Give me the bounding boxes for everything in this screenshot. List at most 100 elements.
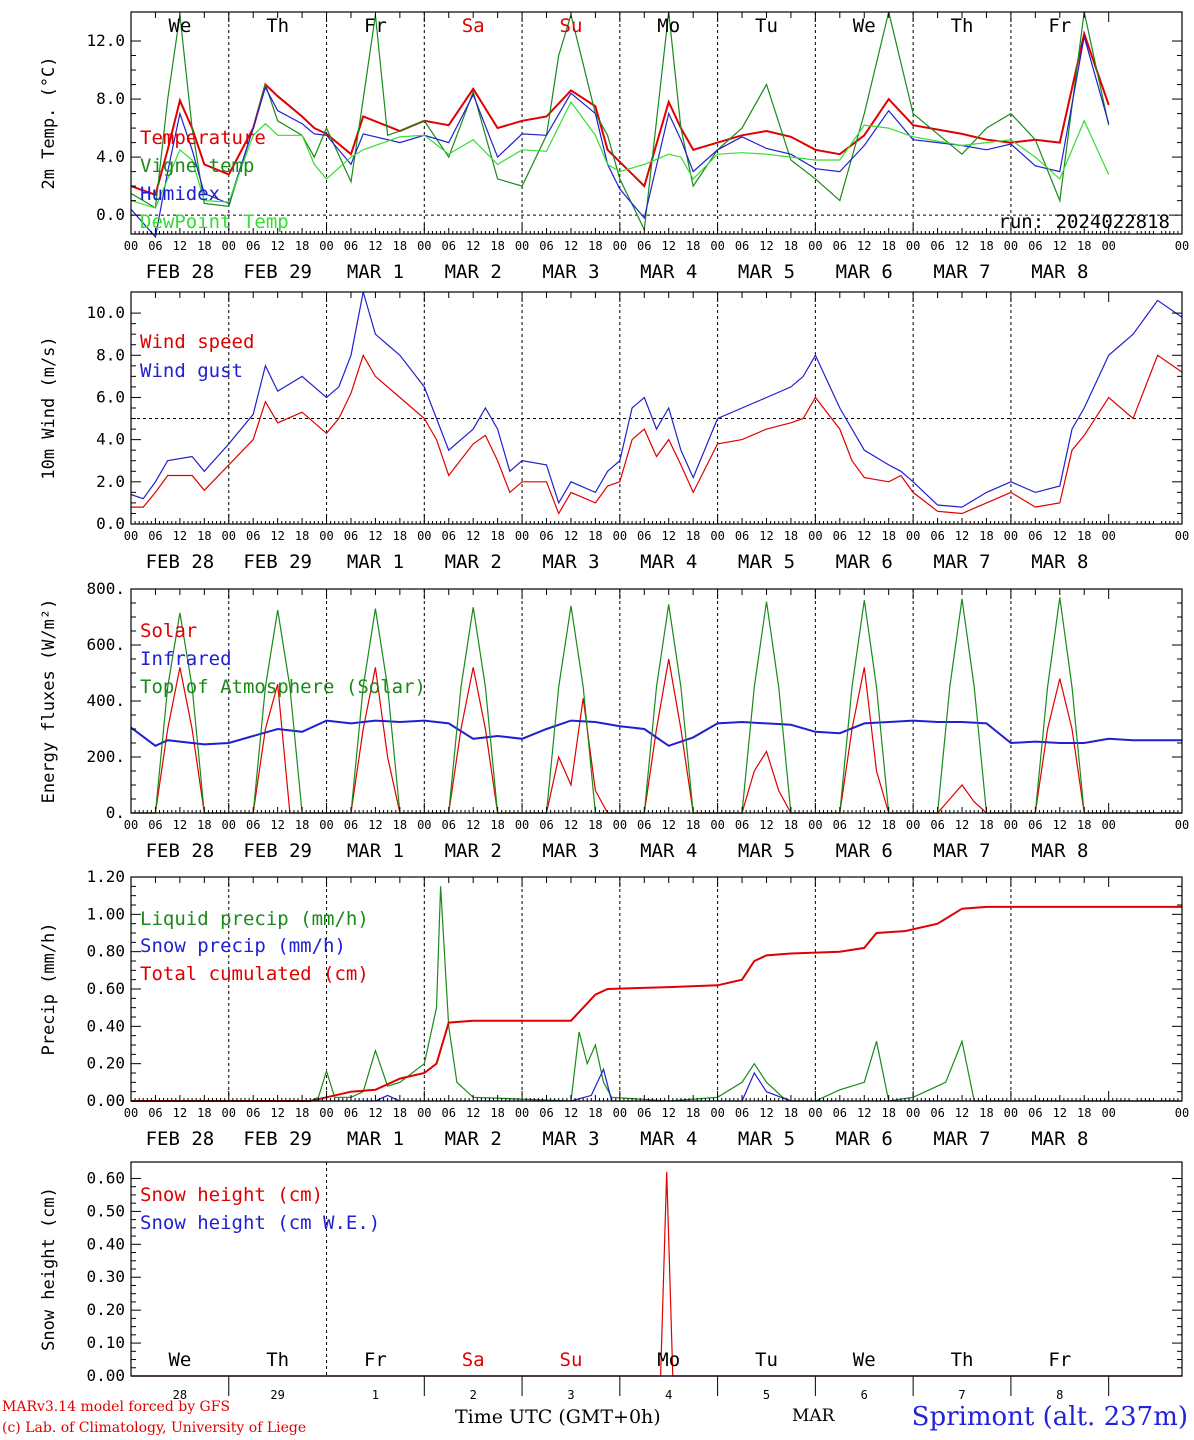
x-hour-label: 06 xyxy=(930,1106,944,1120)
x-hour-label: 18 xyxy=(1077,1106,1091,1120)
x-hour-label: 06 xyxy=(735,239,749,253)
x-hour-label: 00 xyxy=(417,1106,431,1120)
x-hour-label: 18 xyxy=(1077,818,1091,832)
x-hour-label: 12 xyxy=(466,239,480,253)
series-line-snow-precip-mm-h- xyxy=(131,1067,1182,1102)
y-tick-label: 400. xyxy=(86,691,125,710)
x-hour-label: 12 xyxy=(173,1106,187,1120)
x-hour-label: 00 xyxy=(124,239,138,253)
day-of-week-label: Su xyxy=(560,15,583,37)
y-tick-label: 2.0 xyxy=(96,472,125,491)
x-hour-label: 00 xyxy=(808,529,822,543)
x-hour-label: 12 xyxy=(466,818,480,832)
x-hour-label: 00 xyxy=(1004,1106,1018,1120)
x-date-label: FEB 29 xyxy=(243,551,312,573)
x-hour-label: 06 xyxy=(833,239,847,253)
plot-frame xyxy=(130,291,1183,525)
x-hour-label: 06 xyxy=(442,529,456,543)
x-hour-label: 06 xyxy=(344,818,358,832)
x-hour-label: 18 xyxy=(784,818,798,832)
y-tick-label: 6.0 xyxy=(96,387,125,406)
x-date-label: FEB 28 xyxy=(146,261,215,283)
x-hour-label: 12 xyxy=(368,239,382,253)
panel-4 xyxy=(130,876,1183,1102)
copyright-credit: (c) Lab. of Climatology, University of L… xyxy=(2,1420,307,1436)
station-name: Sprimont (alt. 237m) xyxy=(911,1402,1188,1432)
x-date-label: MAR 5 xyxy=(738,840,795,862)
x-date-label: MAR 1 xyxy=(347,551,404,573)
x-date-label: MAR 1 xyxy=(347,1128,404,1150)
day-number-label: 1 xyxy=(372,1388,379,1402)
x-hour-label: 06 xyxy=(539,239,553,253)
series-line-dewpoint-temp xyxy=(130,100,1110,209)
x-date-label: MAR 3 xyxy=(542,840,599,862)
x-hour-label: 00 xyxy=(222,239,236,253)
x-date-label: MAR 6 xyxy=(836,551,893,573)
x-hour-label: 18 xyxy=(295,239,309,253)
day-of-week-label: Th xyxy=(951,1349,974,1371)
day-of-week-label: Th xyxy=(266,15,289,37)
y-tick-label: 0.60 xyxy=(86,979,125,998)
x-hour-label: 00 xyxy=(515,818,529,832)
x-hour-label: 12 xyxy=(270,239,284,253)
x-date-label: FEB 29 xyxy=(243,261,312,283)
x-hour-label: 06 xyxy=(148,818,162,832)
x-hour-label: 18 xyxy=(197,239,211,253)
x-hour-label: 00 xyxy=(808,239,822,253)
x-hour-label: 00 xyxy=(808,1106,822,1120)
x-hour-label: 12 xyxy=(270,818,284,832)
x-hour-label: 06 xyxy=(539,1106,553,1120)
panel-5 xyxy=(130,1161,1183,1396)
x-hour-label: 06 xyxy=(637,239,651,253)
x-hour-label: 18 xyxy=(784,239,798,253)
series-line-infrared xyxy=(130,719,1182,747)
series-line-wind-gust xyxy=(130,291,1183,508)
x-hour-label: 18 xyxy=(393,818,407,832)
x-hour-label: 06 xyxy=(637,529,651,543)
y-tick-label: 600. xyxy=(86,635,125,654)
day-of-week-label: Fr xyxy=(1048,15,1071,37)
y-tick-label: 4.0 xyxy=(96,430,125,449)
x-hour-label: 12 xyxy=(368,529,382,543)
x-hour-label: 12 xyxy=(564,239,578,253)
y-tick-label: 0.80 xyxy=(86,942,125,961)
day-of-week-label: Fr xyxy=(364,1349,387,1371)
y-tick-label: 10.0 xyxy=(86,303,125,322)
x-hour-label: 00 xyxy=(1175,239,1189,253)
x-hour-label: 00 xyxy=(710,529,724,543)
x-hour-label: 00 xyxy=(319,529,333,543)
x-hour-label: 12 xyxy=(270,1106,284,1120)
x-date-label: MAR 3 xyxy=(542,261,599,283)
day-of-week-label: We xyxy=(853,1349,876,1371)
x-hour-label: 18 xyxy=(784,1106,798,1120)
x-hour-label: 18 xyxy=(490,818,504,832)
x-hour-label: 12 xyxy=(661,529,675,543)
day-number-label: 3 xyxy=(567,1388,574,1402)
legend-entry: Infrared xyxy=(140,648,232,670)
x-hour-label: 06 xyxy=(442,239,456,253)
x-date-label: MAR 2 xyxy=(445,261,502,283)
panel-1 xyxy=(130,11,1183,239)
day-of-week-label: Fr xyxy=(1048,1349,1071,1371)
x-hour-label: 12 xyxy=(759,239,773,253)
x-hour-label: 18 xyxy=(979,1106,993,1120)
panel-3 xyxy=(130,588,1183,814)
x-hour-label: 00 xyxy=(613,1106,627,1120)
y-tick-label: 1.20 xyxy=(86,867,125,886)
panel-2 xyxy=(130,291,1183,525)
x-hour-label: 06 xyxy=(637,818,651,832)
x-date-label: FEB 28 xyxy=(146,840,215,862)
day-number-label: 4 xyxy=(665,1388,672,1402)
x-hour-label: 18 xyxy=(393,1106,407,1120)
legend-entry: Solar xyxy=(140,620,197,642)
legend-entry: Snow height (cm W.E.) xyxy=(140,1212,380,1234)
x-date-label: FEB 28 xyxy=(146,551,215,573)
x-hour-label: 06 xyxy=(833,529,847,543)
y-tick-label: 200. xyxy=(86,747,125,766)
series-line-top-of-atmosphere-solar- xyxy=(131,597,1182,814)
x-date-label: MAR 2 xyxy=(445,551,502,573)
x-date-label: MAR 7 xyxy=(933,261,990,283)
x-date-label: MAR 4 xyxy=(640,551,697,573)
x-hour-label: 12 xyxy=(1053,818,1067,832)
